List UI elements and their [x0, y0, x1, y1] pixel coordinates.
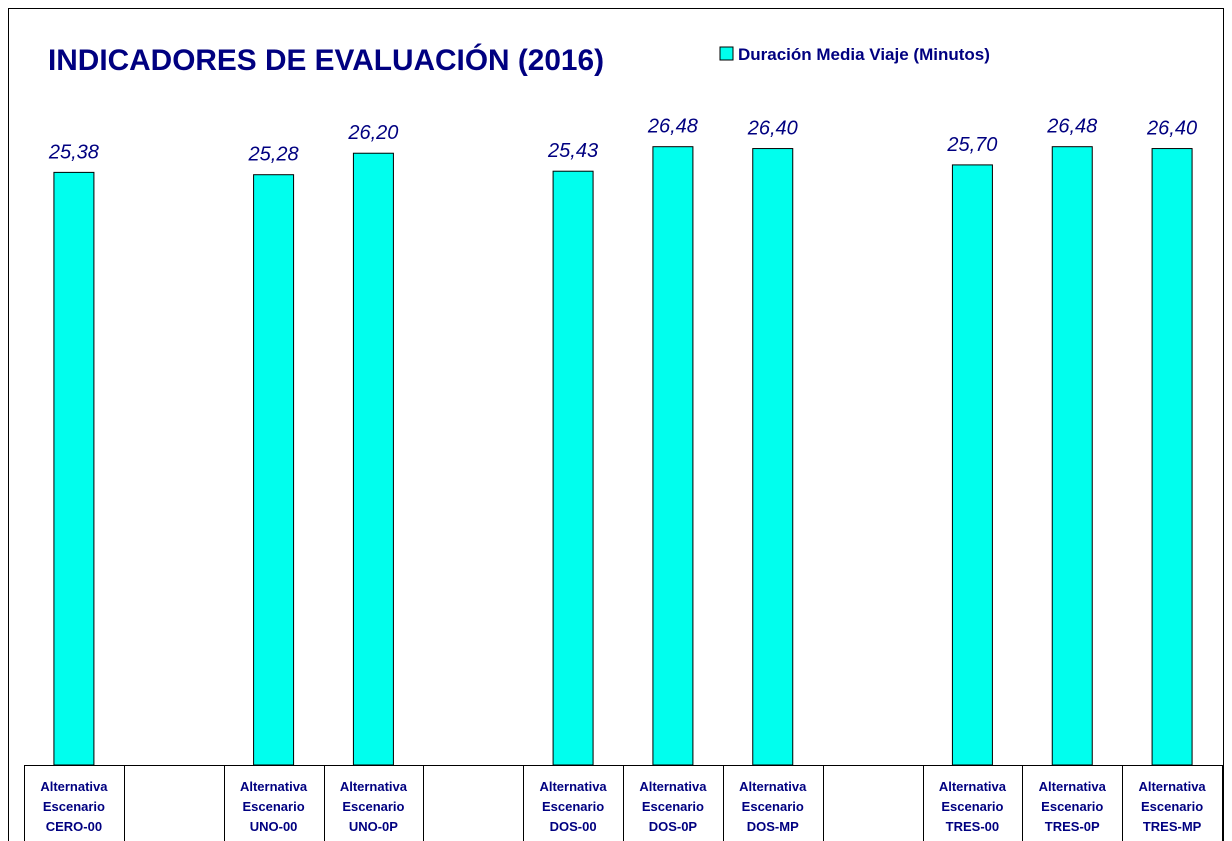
- x-tick-label: Alternativa: [739, 779, 807, 794]
- legend-label: Duración Media Viaje (Minutos): [738, 45, 990, 64]
- chart-frame: [8, 8, 1224, 841]
- value-label: 26,20: [347, 122, 398, 144]
- bar: [253, 174, 295, 766]
- value-label: 26,40: [747, 118, 798, 140]
- bar: [951, 164, 993, 766]
- x-tick-label: Escenario: [43, 799, 105, 814]
- bar: [53, 171, 95, 766]
- x-tick-label: Alternativa: [939, 779, 1007, 794]
- x-tick-label: Escenario: [642, 799, 704, 814]
- x-tick-label: TRES-MP: [1143, 819, 1202, 834]
- x-tick-label: DOS-MP: [747, 819, 799, 834]
- legend-swatch: [719, 46, 734, 61]
- x-tick-label: Escenario: [1141, 799, 1203, 814]
- x-tick-label: Escenario: [1041, 799, 1103, 814]
- x-tick-label: Alternativa: [539, 779, 607, 794]
- x-tick-label: Alternativa: [340, 779, 408, 794]
- x-tick-label: TRES-00: [946, 819, 999, 834]
- x-tick-label: UNO-0P: [349, 819, 398, 834]
- chart-title: INDICADORES DE EVALUACIÓN (2016): [48, 43, 604, 77]
- x-tick-label: TRES-0P: [1045, 819, 1100, 834]
- x-tick-label: Escenario: [542, 799, 604, 814]
- x-tick-label: Alternativa: [639, 779, 707, 794]
- x-tick-label: UNO-00: [250, 819, 298, 834]
- x-tick-label: CERO-00: [46, 819, 102, 834]
- x-tick-label: Alternativa: [1138, 779, 1206, 794]
- x-tick-label: Escenario: [742, 799, 804, 814]
- value-label: 26,48: [647, 116, 698, 138]
- x-tick-label: Escenario: [342, 799, 404, 814]
- value-label: 25,28: [248, 144, 299, 166]
- x-tick-label: Alternativa: [40, 779, 108, 794]
- bar: [652, 146, 694, 766]
- x-tick-label: Alternativa: [240, 779, 308, 794]
- x-tick-label: Alternativa: [1039, 779, 1107, 794]
- bar: [1051, 146, 1093, 766]
- value-label: 25,43: [547, 140, 598, 162]
- x-tick-label: DOS-00: [550, 819, 597, 834]
- bar: [752, 148, 794, 766]
- value-label: 26,48: [1046, 116, 1097, 138]
- value-label: 26,40: [1146, 118, 1197, 140]
- x-tick-label: Escenario: [243, 799, 305, 814]
- x-tick-label: DOS-0P: [649, 819, 698, 834]
- bar: [352, 152, 394, 766]
- x-tick-label: Escenario: [941, 799, 1003, 814]
- value-label: 25,38: [48, 141, 99, 163]
- bar: [552, 170, 594, 766]
- bar: [1151, 148, 1193, 766]
- value-label: 25,70: [946, 134, 997, 156]
